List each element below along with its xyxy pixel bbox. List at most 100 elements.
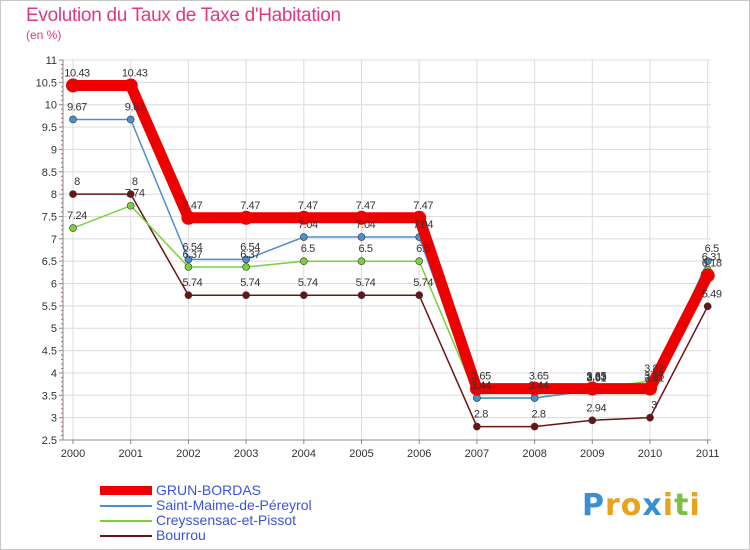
data-point (184, 291, 193, 299)
data-label: 3.44 (471, 380, 491, 392)
data-label: 3.65 (586, 371, 606, 383)
data-label: 6.31 (702, 252, 722, 264)
legend-label: Saint-Maime-de-Péreyrol (156, 497, 312, 513)
data-point (415, 257, 424, 265)
y-tick-label: 10 (45, 100, 57, 112)
data-point (239, 210, 254, 225)
data-point (184, 255, 193, 264)
data-label: 6.5 (416, 243, 430, 255)
x-tick-label: 2005 (349, 448, 373, 460)
y-tick-label: 4 (51, 368, 57, 380)
data-point (69, 190, 77, 198)
data-label: 6.37 (182, 249, 202, 261)
y-tick-label: 10.5 (36, 77, 57, 89)
x-tick-label: 2006 (407, 448, 431, 460)
data-label: 5.74 (356, 277, 376, 289)
data-point (123, 78, 138, 93)
data-label: 7.04 (298, 219, 318, 231)
data-label: 7.47 (182, 200, 202, 212)
data-label: 2.8 (474, 409, 488, 421)
data-label: 7.47 (413, 200, 433, 212)
legend-label: Creyssensac-et-Pissot (156, 512, 297, 528)
y-tick-label: 7 (51, 234, 57, 246)
logo-letter: i (662, 488, 675, 523)
data-label: 2.94 (586, 402, 606, 414)
data-label: 3.44 (471, 380, 491, 392)
y-tick-label: 3 (51, 413, 57, 425)
logo-letter: o (620, 488, 643, 523)
data-point (412, 210, 427, 225)
proxiti-logo: Proxiti (582, 488, 701, 523)
data-point (357, 257, 366, 265)
data-point (703, 257, 712, 265)
y-tick-label: 9 (51, 144, 57, 156)
series-line-3 (73, 193, 709, 428)
logo-letter: x (642, 488, 663, 523)
data-label: 3 (651, 400, 657, 412)
legend-label: GRUN-BORDAS (156, 482, 262, 498)
logo-letter: t (674, 488, 690, 523)
chart-subtitle: (en %) (26, 28, 62, 42)
data-point (126, 115, 135, 124)
x-tick-label: 2008 (522, 448, 546, 460)
y-tick-label: 6.5 (42, 256, 57, 268)
data-label: 9.67 (125, 101, 145, 113)
data-label: 5.74 (413, 277, 433, 289)
y-tick-label: 5 (51, 323, 57, 335)
legend-swatch (100, 520, 152, 522)
y-tick-label: 11 (46, 55, 57, 67)
data-point (299, 233, 308, 241)
data-point (296, 210, 311, 225)
data-point (415, 291, 424, 299)
data-label: 7.04 (413, 219, 433, 231)
logo-letter: r (605, 488, 621, 523)
data-point (646, 413, 654, 422)
data-point (181, 210, 196, 225)
x-tick-label: 2003 (234, 448, 258, 460)
x-tick-label: 2009 (580, 448, 604, 460)
data-label: 6.54 (182, 241, 202, 253)
data-label: 3.44 (529, 380, 549, 392)
data-point (242, 255, 250, 264)
data-label: 10.43 (64, 67, 90, 79)
data-label: 3.65 (644, 371, 664, 383)
logo-letter: i (689, 488, 701, 523)
data-label: 5.49 (702, 288, 722, 300)
data-point (469, 381, 484, 396)
data-label: 10.43 (122, 67, 148, 79)
data-point (354, 210, 369, 225)
legend-label: Bourrou (156, 527, 206, 543)
data-point (703, 302, 712, 311)
y-tick-label: 7.5 (42, 211, 57, 223)
y-tick-label: 8 (51, 189, 57, 201)
data-label: 6.5 (358, 243, 372, 255)
data-label: 6.37 (240, 249, 260, 261)
data-label: 3.63 (586, 371, 606, 383)
data-point (473, 422, 481, 431)
series-line-0 (73, 80, 713, 395)
x-tick-label: 2004 (292, 448, 316, 460)
plot-area (63, 60, 711, 440)
data-label: 3.61 (586, 372, 606, 384)
data-point (69, 115, 77, 124)
logo-letter: P (582, 488, 605, 523)
x-tick-label: 2007 (465, 448, 489, 460)
data-label: 8 (74, 176, 80, 188)
data-point (126, 201, 135, 210)
data-point (69, 224, 77, 232)
x-tick-label: 2002 (176, 448, 200, 460)
y-tick-label: 6 (51, 279, 57, 291)
legend-swatch (100, 535, 152, 537)
data-label: 6.54 (240, 241, 260, 253)
data-label: 3.82 (644, 363, 664, 375)
chart-title: Evolution du Taux de Taxe d'Habitation (26, 5, 341, 26)
data-point (299, 257, 308, 265)
y-tick-label: 2.5 (42, 435, 57, 447)
data-label: 8 (132, 176, 138, 188)
legend-swatch (100, 505, 152, 507)
data-point (588, 416, 597, 425)
data-label: 5.74 (298, 277, 318, 289)
data-label: 6.5 (301, 243, 315, 255)
y-tick-label: 8.5 (42, 167, 57, 179)
